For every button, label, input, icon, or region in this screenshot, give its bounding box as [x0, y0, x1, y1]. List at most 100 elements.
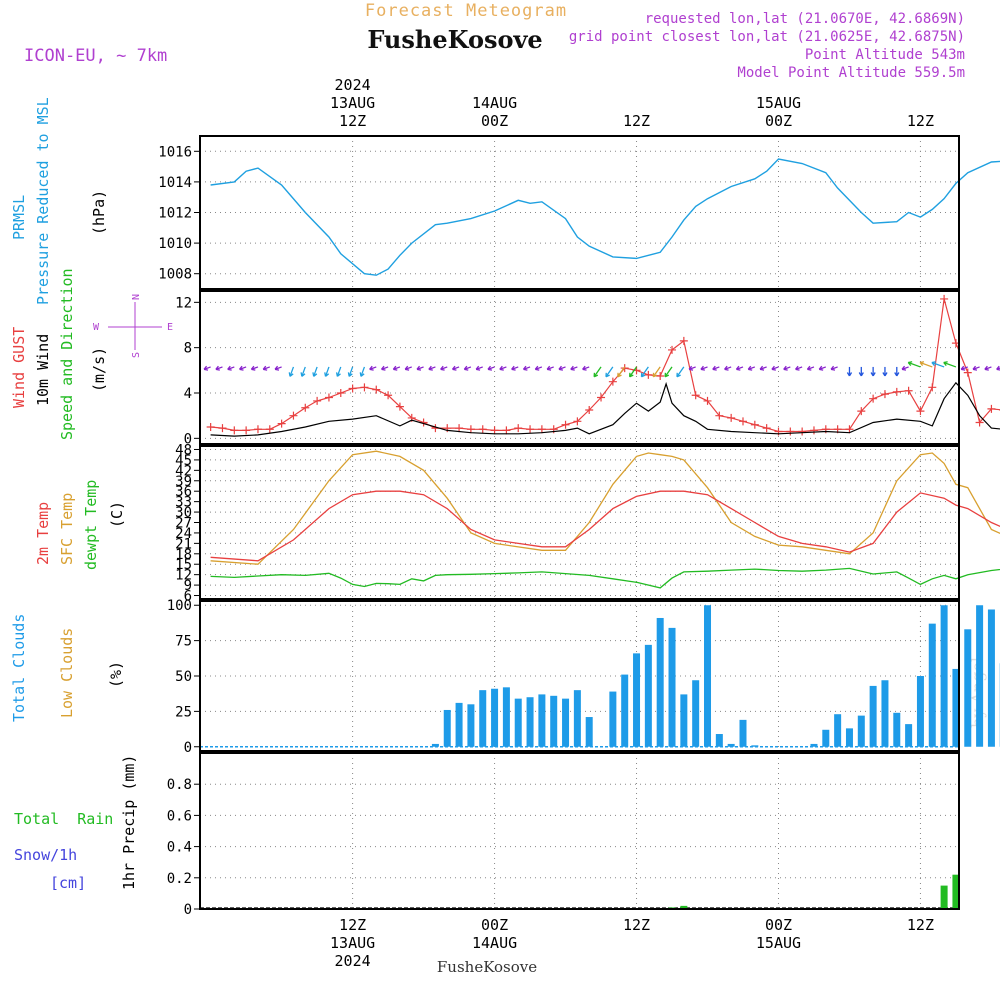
gust-marker [751, 421, 759, 429]
gust-marker [893, 388, 901, 396]
gust-line [211, 299, 1000, 432]
bottom-time-label: 15AUG [756, 934, 801, 952]
gust-marker [349, 384, 357, 392]
rain-label: Total Rain [14, 810, 113, 828]
bottom-time-label: 00Z [481, 916, 508, 934]
cloud-bar [941, 605, 948, 747]
gust-marker [786, 428, 794, 436]
cloud-bar [657, 618, 664, 747]
gust-marker [881, 390, 889, 398]
gust-marker [479, 425, 487, 433]
cloud-bar [515, 699, 522, 747]
compass-s: S [131, 352, 142, 358]
y-tick-label: 25 [175, 704, 192, 720]
grid-layer [200, 136, 1000, 909]
cloud-bar [822, 730, 829, 747]
bottom-time-label: 14AUG [472, 934, 517, 952]
gust-marker [242, 426, 250, 434]
gust-marker [337, 389, 345, 397]
bottom-time-label: 12Z [623, 916, 650, 934]
cloud-bar [479, 690, 486, 747]
y-tick-label: 8 [184, 341, 192, 357]
y-tick-label: 1010 [158, 236, 192, 252]
y-tick-label: 0 [184, 902, 192, 918]
prmsl-label: PRMSL [10, 195, 28, 240]
gust-marker [254, 425, 262, 433]
y-tick-label: 1008 [158, 267, 192, 283]
cloud-bar [574, 690, 581, 747]
cloud-bar [905, 724, 912, 747]
cloud-bar [503, 687, 510, 746]
gust-marker [739, 417, 747, 425]
cloud-bar [621, 675, 628, 747]
prmsl-label-2: Pressure Reduced to MSL [34, 97, 52, 305]
y-tick-label: 1014 [158, 175, 192, 191]
y-tick-label: 12 [175, 295, 192, 311]
gust-marker [266, 425, 274, 433]
cloud-bar [491, 689, 498, 747]
data-layer [200, 144, 1000, 909]
sfc-label: SFC Temp [58, 493, 76, 565]
y-tick-label: 50 [175, 669, 192, 685]
bottom-time-label: 12Z [339, 916, 366, 934]
sfc-temp-line [211, 451, 1000, 564]
gust-marker [692, 391, 700, 399]
cloud-bar [704, 605, 711, 747]
cloud-bar [538, 694, 545, 746]
snow-unit-label: [cm] [50, 874, 86, 892]
cloud-bar [645, 645, 652, 747]
y-tick-label: 48 [175, 442, 192, 458]
compass-e: E [167, 322, 173, 333]
gust-label: Wind GUST [10, 327, 28, 408]
gust-marker [644, 371, 652, 379]
y-tick-label: 100 [167, 598, 192, 614]
cloud-bar [456, 703, 463, 747]
cloud-bar [669, 628, 676, 747]
pressure-line [211, 144, 1000, 276]
model-altitude: Model Point Altitude 559.5m [737, 65, 965, 81]
cloud-bar [751, 745, 758, 746]
gust-marker [905, 387, 913, 395]
gust-marker [656, 372, 664, 380]
temp-unit: (C) [108, 501, 126, 528]
y-tick-label: 75 [175, 634, 192, 650]
y-tick-label: 0.2 [167, 871, 192, 887]
gust-marker [562, 421, 570, 429]
gust-marker [940, 295, 948, 303]
cloud-bar [929, 624, 936, 747]
gust-marker [810, 426, 818, 434]
bottom-time-label: 00Z [765, 916, 792, 934]
point-altitude: Point Altitude 543m [805, 47, 965, 63]
axis-layer: 1008101010121014101604812691215182124273… [158, 76, 1000, 970]
gust-marker [798, 428, 806, 436]
precip-unit: 1hr Precip (mm) [120, 755, 138, 890]
gust-marker [301, 404, 309, 412]
top-time-label: 14AUG [472, 94, 517, 112]
top-time-label: 12Z [339, 112, 366, 130]
cloud-bar [444, 710, 451, 747]
top-time-label: 15AUG [756, 94, 801, 112]
gust-marker [278, 420, 286, 428]
compass-n: N [131, 294, 142, 300]
gust-marker [360, 383, 368, 391]
top-time-label: 12Z [907, 112, 934, 130]
cloud-bar [692, 680, 699, 747]
t2m-label: 2m Temp [34, 502, 52, 565]
y-tick-label: 0.4 [167, 840, 192, 856]
cloud-bar [893, 713, 900, 747]
closest-coords: grid point closest lon,lat (21.0625E, 42… [569, 29, 965, 45]
bottom-time-label: 12Z [907, 916, 934, 934]
cloud-bar [988, 609, 995, 746]
cloud-bar [680, 694, 687, 746]
requested-coords: requested lon,lat (21.0670E, 42.6869N) [645, 11, 965, 27]
top-time-label: 00Z [765, 112, 792, 130]
top-time-label: 2024 [335, 76, 371, 94]
cloud-bar [562, 699, 569, 747]
prmsl-unit: (hPa) [90, 190, 108, 235]
cloud-bar [870, 686, 877, 747]
gust-marker [514, 424, 522, 432]
location-title: FusheKosove [367, 25, 542, 54]
gust-marker [230, 426, 238, 434]
cloud-bar [964, 629, 971, 746]
cloud-bar [881, 680, 888, 747]
